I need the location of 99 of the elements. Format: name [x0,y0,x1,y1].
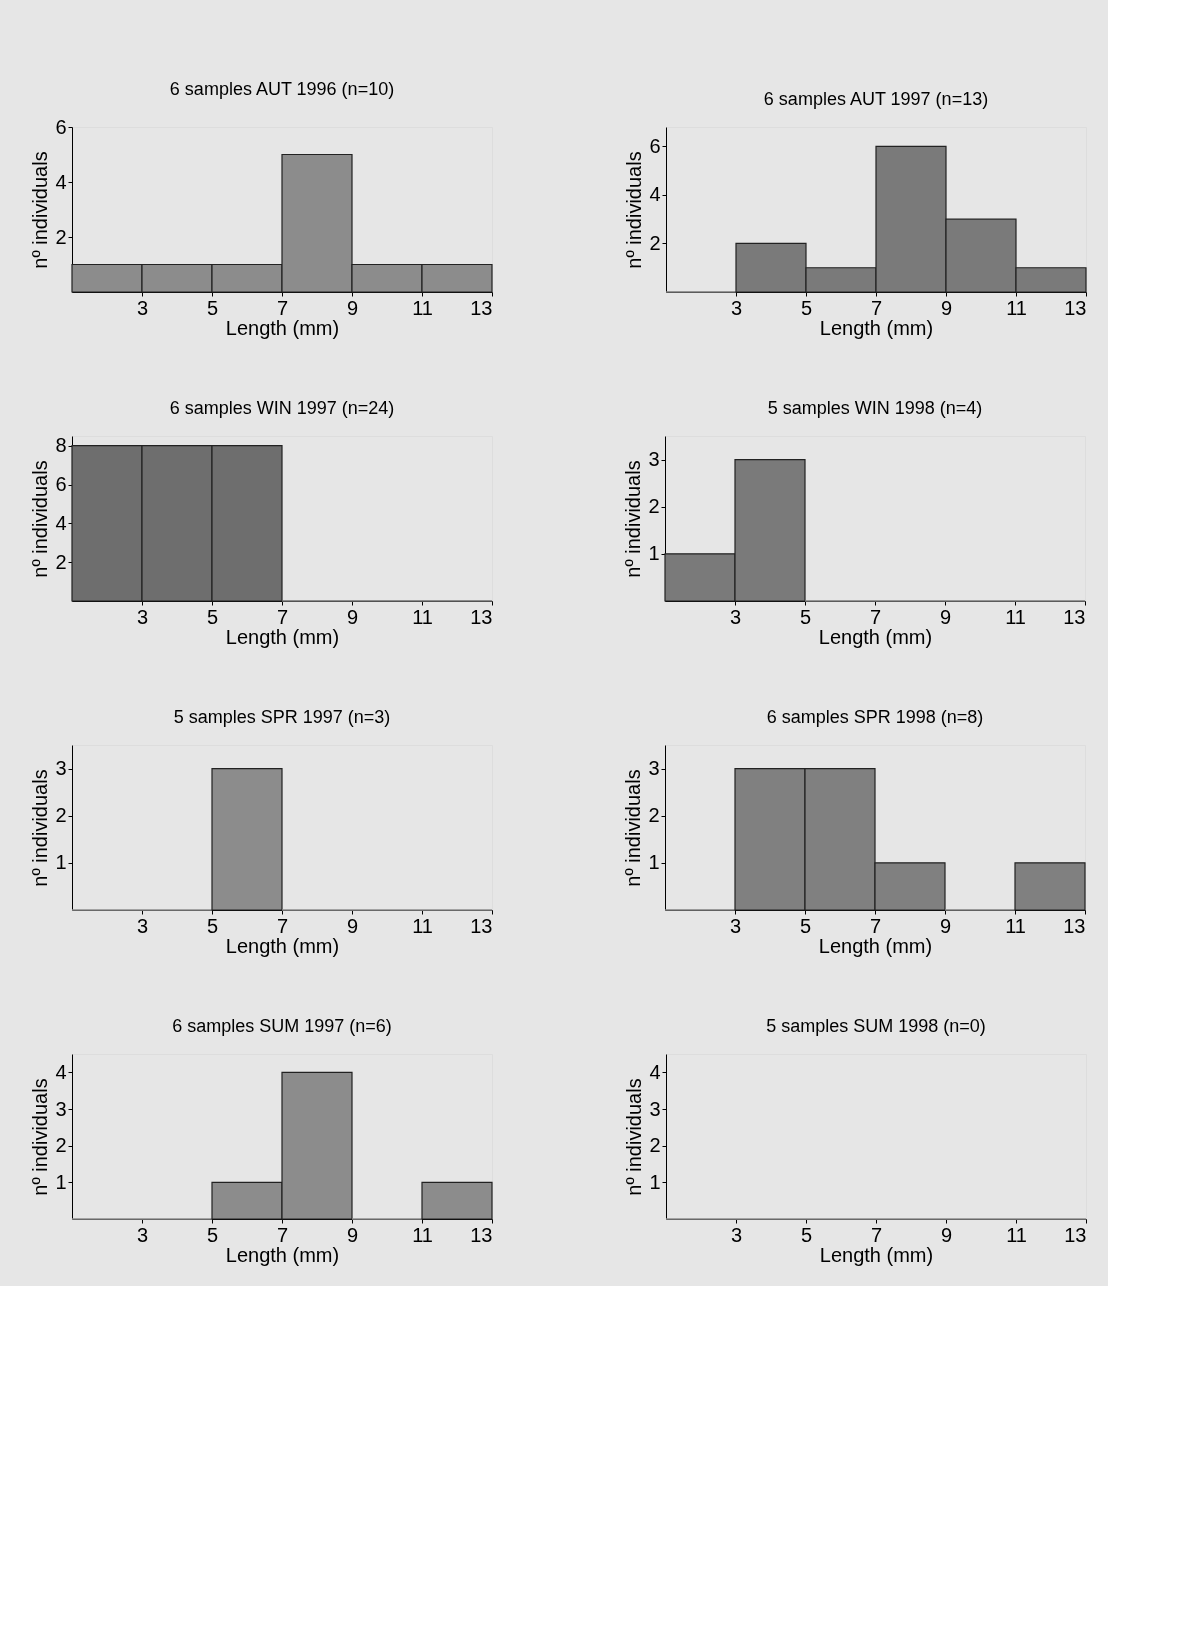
y-tick-label: 3 [648,448,660,471]
y-tick-label: 4 [649,1060,661,1083]
y-tick-label: 1 [649,1170,661,1193]
x-tick-label: 7 [276,1223,289,1246]
x-tick-label: 13 [1063,605,1086,628]
chart-title: 5 samples WIN 1998 (n=4) [767,398,983,418]
y-tick-label: 2 [55,225,67,248]
x-tick-label: 7 [869,914,882,937]
x-tick-label: 13 [1064,1223,1087,1246]
chart-title: 6 samples AUT 1997 (n=13) [763,89,989,109]
y-axis-title: nº individuals [622,460,645,578]
x-tick-label: 13 [470,296,493,319]
x-tick-label: 13 [1064,296,1087,319]
x-tick-label: 7 [276,914,289,937]
x-tick-label: 11 [1006,1223,1027,1246]
y-axis-title: nº individuals [623,1078,646,1196]
x-tick-label: 9 [346,605,359,628]
x-tick-label: 9 [346,914,359,937]
x-tick-label: 3 [730,1223,743,1246]
y-tick-label: 1 [648,542,660,565]
y-axis-title: nº individuals [29,1078,52,1196]
y-tick-label: 1 [648,851,660,874]
x-tick-label: 11 [412,1223,433,1246]
y-tick-label: 8 [55,434,67,457]
x-tick-label: 11 [412,605,433,628]
x-tick-label: 9 [346,296,359,319]
x-tick-label: 11 [1006,296,1027,319]
x-axis-title: Length (mm) [818,625,933,648]
x-tick-label: 3 [136,605,149,628]
x-tick-label: 7 [276,605,289,628]
y-axis-title: nº individuals [623,151,646,269]
x-tick-label: 13 [470,914,493,937]
y-axis-title: nº individuals [29,460,52,578]
y-tick-label: 3 [648,757,660,780]
x-tick-label: 5 [800,296,813,319]
y-tick-label: 3 [649,1097,661,1120]
x-tick-label: 7 [870,296,883,319]
y-tick-label: 2 [55,804,67,827]
y-tick-label: 3 [55,1097,67,1120]
y-tick-label: 3 [55,757,67,780]
x-tick-label: 3 [730,296,743,319]
y-tick-label: 6 [649,134,661,157]
x-tick-label: 5 [799,914,812,937]
x-tick-label: 5 [206,296,219,319]
x-tick-label: 3 [729,605,742,628]
chart-title: 6 samples SUM 1997 (n=6) [172,1016,392,1036]
x-tick-label: 11 [412,296,433,319]
x-tick-label: 5 [800,1223,813,1246]
y-tick-label: 2 [649,231,661,254]
x-tick-label: 9 [940,296,953,319]
x-tick-label: 3 [136,296,149,319]
y-tick-label: 1 [55,1170,67,1193]
x-tick-label: 9 [939,605,952,628]
chart-title: 6 samples SPR 1998 (n=8) [766,707,984,727]
y-tick-label: 4 [55,1060,67,1083]
y-tick-label: 4 [649,183,661,206]
y-tick-label: 6 [55,473,67,496]
x-tick-label: 7 [870,1223,883,1246]
x-tick-label: 3 [136,914,149,937]
x-tick-label: 5 [206,1223,219,1246]
x-axis-title: Length (mm) [225,934,340,957]
y-tick-label: 2 [648,804,660,827]
x-tick-label: 5 [799,605,812,628]
y-tick-label: 6 [55,115,67,138]
x-tick-label: 3 [729,914,742,937]
x-tick-label: 13 [1063,914,1086,937]
x-axis-title: Length (mm) [225,316,340,339]
chart-title: 6 samples AUT 1996 (n=10) [169,79,395,99]
y-tick-label: 2 [649,1134,661,1157]
y-tick-label: 2 [55,1134,67,1157]
x-tick-label: 7 [276,296,289,319]
x-axis-title: Length (mm) [818,934,933,957]
y-axis-title: nº individuals [29,151,52,269]
x-tick-label: 9 [939,914,952,937]
x-axis-title: Length (mm) [225,1243,340,1266]
y-tick-label: 4 [55,511,67,534]
x-tick-label: 13 [470,605,493,628]
x-tick-label: 5 [206,914,219,937]
x-tick-label: 5 [206,605,219,628]
x-axis-title: Length (mm) [819,1243,934,1266]
x-tick-label: 11 [1005,605,1026,628]
x-tick-label: 11 [1005,914,1026,937]
x-tick-label: 3 [136,1223,149,1246]
x-tick-label: 9 [346,1223,359,1246]
x-axis-title: Length (mm) [225,625,340,648]
chart-title: 6 samples WIN 1997 (n=24) [169,397,395,418]
x-tick-label: 7 [869,605,882,628]
chart-title: 5 samples SPR 1997 (n=3) [173,707,391,727]
y-axis-title: nº individuals [29,769,52,887]
y-tick-label: 4 [55,170,67,193]
y-tick-label: 2 [648,495,660,518]
x-tick-label: 13 [470,1223,493,1246]
x-tick-label: 11 [412,914,433,937]
y-tick-label: 1 [55,851,67,874]
y-tick-label: 2 [55,550,67,573]
x-axis-title: Length (mm) [819,316,934,339]
y-axis-title: nº individuals [622,769,645,887]
x-tick-label: 9 [940,1223,953,1246]
chart-title: 5 samples SUM 1998 (n=0) [766,1016,986,1036]
